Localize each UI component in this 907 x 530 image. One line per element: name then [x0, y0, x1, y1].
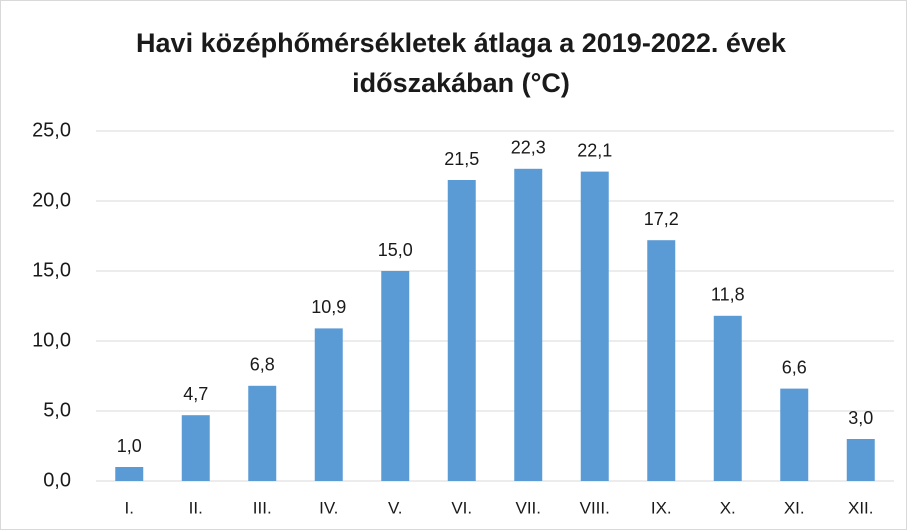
- x-tick-label: VII.: [515, 498, 541, 517]
- value-label: 4,7: [183, 384, 208, 404]
- y-tick-label: 20,0: [32, 189, 71, 211]
- y-tick-label: 0,0: [43, 469, 71, 491]
- bar: [647, 240, 676, 481]
- y-tick-label: 10,0: [32, 329, 71, 351]
- value-label: 6,8: [250, 355, 275, 375]
- bar: [846, 439, 875, 481]
- bar: [115, 467, 144, 481]
- x-tick-label: VIII.: [580, 498, 610, 517]
- bar: [780, 388, 809, 481]
- x-tick-label: I.: [125, 498, 134, 517]
- value-label: 11,8: [711, 285, 745, 305]
- y-tick-label: 25,0: [32, 119, 71, 141]
- bar: [248, 385, 277, 481]
- x-tick-label: VI.: [451, 498, 472, 517]
- value-label: 22,3: [511, 138, 546, 158]
- bar: [381, 271, 410, 481]
- x-tick-label: XI.: [784, 498, 805, 517]
- y-tick-label: 15,0: [32, 259, 71, 281]
- bar: [514, 168, 543, 482]
- x-tick-label: V.: [388, 498, 403, 517]
- chart-title: Havi középhőmérsékletek átlaga a 2019-20…: [136, 28, 786, 98]
- x-tick-label: X.: [720, 498, 736, 517]
- bar: [713, 315, 742, 481]
- bar: [181, 415, 210, 481]
- x-tick-label: IX.: [651, 498, 672, 517]
- bar: [314, 328, 343, 481]
- y-tick-label: 5,0: [43, 399, 71, 421]
- bar: [580, 171, 609, 481]
- value-label: 6,6: [782, 357, 807, 377]
- value-label: 22,1: [577, 140, 612, 160]
- x-tick-label: III.: [253, 498, 272, 517]
- x-tick-label: II.: [189, 498, 203, 517]
- value-label: 21,5: [444, 149, 479, 169]
- value-label: 10,9: [311, 297, 346, 317]
- value-label: 17,2: [644, 209, 679, 229]
- bar: [447, 180, 476, 481]
- value-label: 15,0: [378, 240, 413, 260]
- value-label: 3,0: [848, 408, 873, 428]
- value-label: 1,0: [117, 436, 142, 456]
- x-tick-label: XII.: [848, 498, 874, 517]
- x-tick-label: IV.: [319, 498, 338, 517]
